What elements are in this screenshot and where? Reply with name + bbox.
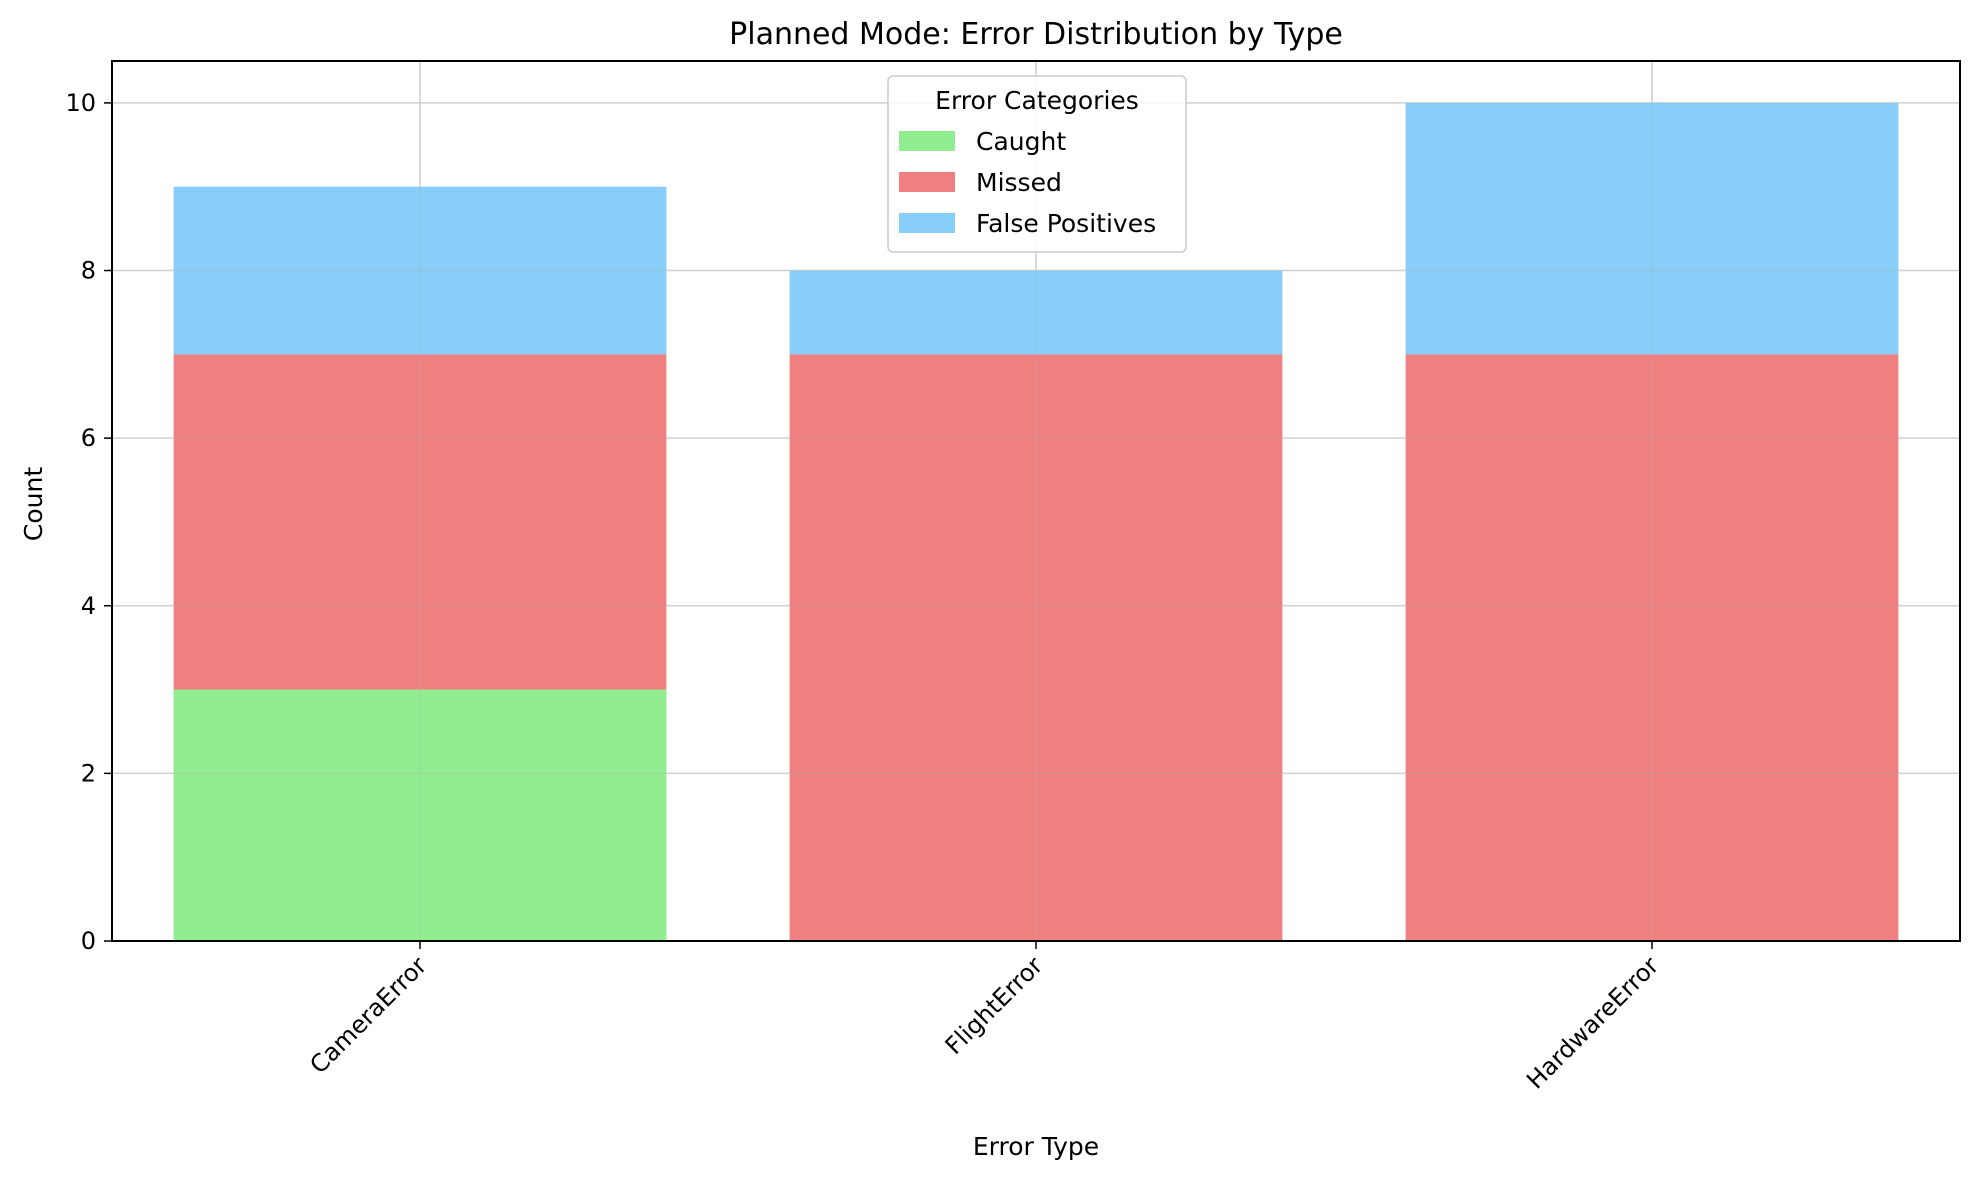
y-tick-label: 6 bbox=[81, 424, 96, 452]
bar-caught-cameraerror bbox=[173, 689, 667, 941]
bar-false-positives-hardwareerror bbox=[1405, 102, 1899, 355]
legend: Error Categories Caught Missed False Posit… bbox=[887, 75, 1187, 253]
bars bbox=[173, 102, 1899, 941]
y-tick-label: 2 bbox=[81, 759, 96, 787]
chart-title: Planned Mode: Error Distribution by Type bbox=[729, 17, 1343, 52]
legend-swatch-missed bbox=[899, 172, 955, 192]
y-tick-label: 10 bbox=[65, 89, 96, 117]
legend-swatch-caught bbox=[899, 131, 955, 151]
bar-false-positives-cameraerror bbox=[173, 186, 667, 355]
bar-false-positives-flighterror bbox=[789, 270, 1283, 355]
y-tick-label: 4 bbox=[81, 592, 96, 620]
legend-title: Error Categories bbox=[935, 86, 1139, 115]
y-tick-label: 0 bbox=[81, 927, 96, 955]
y-axis: 0 2 4 6 8 10 bbox=[65, 89, 112, 955]
y-axis-title: Count bbox=[19, 467, 48, 541]
legend-label: Caught bbox=[976, 127, 1066, 156]
x-axis: CameraError FlightError HardwareError bbox=[304, 941, 1664, 1095]
bar-missed-hardwareerror bbox=[1405, 354, 1899, 941]
legend-box bbox=[887, 75, 1187, 253]
x-axis-title: Error Type bbox=[973, 1132, 1099, 1161]
x-tick-label: CameraError bbox=[304, 951, 432, 1079]
bar-missed-cameraerror bbox=[173, 354, 667, 690]
y-tick-label: 8 bbox=[81, 257, 96, 285]
legend-swatch-false-positives bbox=[899, 213, 955, 233]
bar-missed-flighterror bbox=[789, 354, 1283, 941]
x-tick-label: FlightError bbox=[940, 951, 1049, 1060]
legend-label: Missed bbox=[976, 168, 1062, 197]
x-tick-label: HardwareError bbox=[1521, 951, 1664, 1094]
legend-label: False Positives bbox=[976, 209, 1156, 238]
